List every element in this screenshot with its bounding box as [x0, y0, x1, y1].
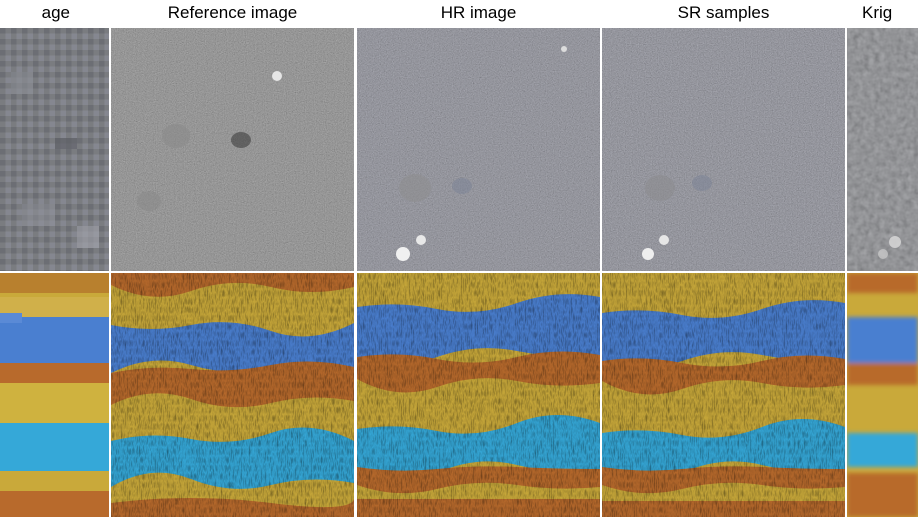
column-label-reference: Reference image	[167, 3, 298, 22]
stone-hr-texture	[357, 28, 600, 271]
stone-reference-image	[111, 28, 354, 271]
knit-sr-texture	[602, 273, 845, 517]
knit-lr-pixelated	[0, 273, 109, 517]
stone-sr-image	[602, 28, 845, 271]
column-label-krig: Krig	[862, 3, 893, 22]
knit-krig-image	[847, 273, 918, 517]
stone-krig-image	[847, 28, 918, 271]
knit-reference-texture	[111, 273, 354, 517]
knit-reference-image	[111, 273, 354, 517]
knit-hr-texture	[357, 273, 600, 517]
knit-hr-image	[357, 273, 600, 517]
stone-reference-texture	[111, 28, 354, 271]
knit-sr-image	[602, 273, 845, 517]
stone-krig-texture	[847, 28, 918, 271]
stone-hr-image	[357, 28, 600, 271]
knit-krig-texture	[847, 273, 918, 517]
stone-sr-texture	[602, 28, 845, 271]
stone-lr-pixelated	[0, 28, 109, 271]
stone-lr-image	[0, 28, 109, 271]
column-label-lr: age	[41, 3, 70, 22]
column-label-hr: HR image	[440, 3, 517, 22]
column-label-sr: SR samples	[677, 3, 770, 22]
knit-lr-image	[0, 273, 109, 517]
